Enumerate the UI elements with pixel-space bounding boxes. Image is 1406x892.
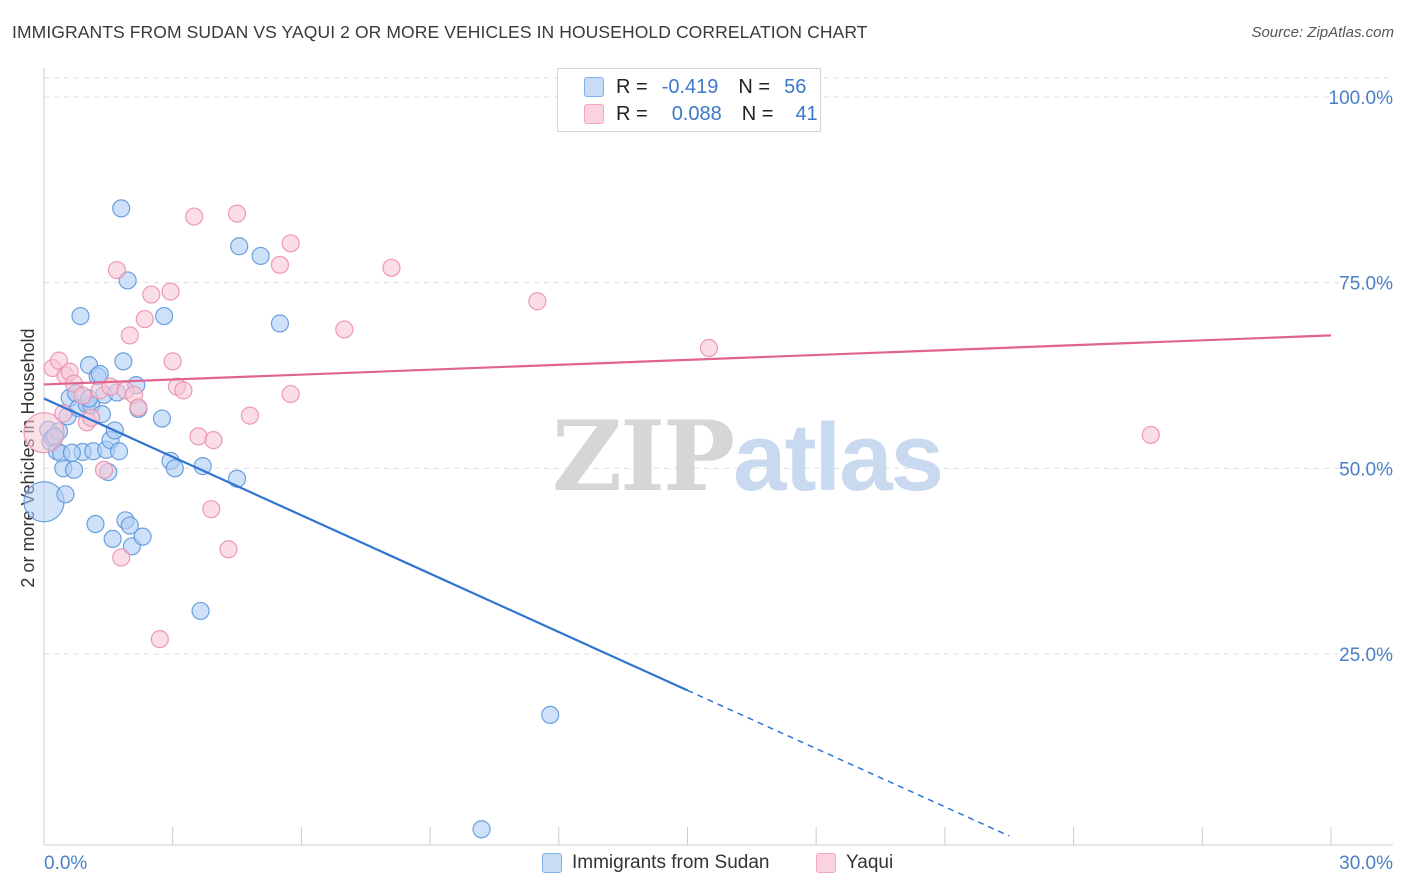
series-legend-sudan[interactable]: Immigrants from Sudan xyxy=(542,852,769,874)
sudan-point xyxy=(165,459,184,478)
legend-row-yaqui: R = 0.088 N = 41 xyxy=(584,102,818,126)
yaqui-point xyxy=(528,292,547,311)
sudan-point xyxy=(155,306,174,326)
sudan-point xyxy=(472,820,491,839)
sudan-trendline-extension xyxy=(687,689,1010,837)
yaqui-point xyxy=(73,386,92,405)
series-label-yaqui: Yaqui xyxy=(846,852,894,873)
yaqui-point xyxy=(129,398,148,417)
sudan-point xyxy=(227,469,247,488)
sudan-point xyxy=(270,314,290,333)
yaqui-point xyxy=(120,326,139,345)
yaqui-point xyxy=(189,427,208,446)
series-swatch-yaqui xyxy=(816,853,836,873)
series-label-sudan: Immigrants from Sudan xyxy=(572,852,770,873)
yaqui-point xyxy=(699,338,719,358)
legend-swatch-yaqui xyxy=(584,104,604,124)
legend-row-sudan: R = -0.419 N = 56 xyxy=(584,75,806,99)
watermark: ZIPatlas xyxy=(552,400,944,513)
watermark-zip: ZIP xyxy=(552,400,735,513)
sudan-point xyxy=(230,237,249,256)
yaqui-trendline xyxy=(43,334,1332,386)
yaqui-point xyxy=(107,260,127,280)
yaqui-point xyxy=(150,630,169,649)
legend-n-label: N = xyxy=(738,75,771,98)
yaqui-point xyxy=(382,258,401,277)
sudan-point xyxy=(114,352,133,371)
yaqui-point xyxy=(163,352,182,371)
sudan-trendline xyxy=(43,397,688,692)
legend-r-value: 0.088 xyxy=(671,102,722,125)
legend-n-value: 56 xyxy=(784,75,807,98)
yaqui-point xyxy=(335,320,354,339)
source-credit: Source: ZipAtlas.com xyxy=(1251,24,1394,41)
sudan-point xyxy=(71,306,90,326)
sudan-point xyxy=(62,443,81,462)
yaqui-point xyxy=(174,381,193,400)
legend-swatch-sudan xyxy=(584,77,604,97)
y-tick-label: 25.0% xyxy=(1339,645,1393,666)
chart-title: IMMIGRANTS FROM SUDAN VS YAQUI 2 OR MORE… xyxy=(12,22,868,42)
yaqui-point xyxy=(270,255,290,274)
legend-n-label: N = xyxy=(741,102,774,125)
yaqui-point xyxy=(185,207,204,226)
yaqui-point xyxy=(202,500,221,519)
y-axis-title: 2 or more Vehicles in Household xyxy=(18,328,38,587)
sudan-point xyxy=(103,529,122,548)
sudan-point xyxy=(152,409,172,428)
y-tick-label: 75.0% xyxy=(1339,274,1393,295)
series-legend-yaqui[interactable]: Yaqui xyxy=(816,852,893,874)
legend-r-value: -0.419 xyxy=(661,75,719,98)
yaqui-point xyxy=(94,460,114,479)
sudan-point xyxy=(251,246,270,266)
yaqui-point xyxy=(281,234,300,253)
yaqui-point xyxy=(240,406,260,425)
yaqui-point xyxy=(1141,425,1160,445)
sudan-point xyxy=(133,527,152,546)
sudan-point xyxy=(191,601,210,621)
yaqui-point xyxy=(135,309,154,329)
sudan-point xyxy=(112,199,131,218)
series-legend: Immigrants from Sudan Yaqui xyxy=(0,852,1406,878)
yaqui-point xyxy=(219,540,238,559)
sudan-point xyxy=(86,514,105,534)
y-tick-label: 50.0% xyxy=(1339,459,1393,480)
x-tick-label-min: 0.0% xyxy=(44,853,87,874)
y-tick-label: 100.0% xyxy=(1329,88,1394,109)
sudan-point xyxy=(23,481,65,523)
sudan-point xyxy=(64,460,84,479)
watermark-atlas: atlas xyxy=(733,404,944,511)
yaqui-point xyxy=(281,384,300,404)
x-tick-label-max: 30.0% xyxy=(1339,853,1393,874)
yaqui-point xyxy=(204,431,223,450)
sudan-point xyxy=(541,705,560,724)
legend-r-label: R = xyxy=(616,102,648,125)
sudan-point xyxy=(56,485,75,504)
yaqui-point xyxy=(23,412,65,454)
yaqui-point xyxy=(112,548,131,567)
yaqui-point xyxy=(161,282,180,301)
sudan-point xyxy=(120,516,139,535)
correlation-legend: R = -0.419 N = 56 R = 0.088 N = 41 xyxy=(557,68,821,132)
legend-n-value: 41 xyxy=(795,102,818,125)
yaqui-point xyxy=(142,285,161,304)
legend-r-label: R = xyxy=(616,75,648,98)
sudan-point xyxy=(109,442,129,461)
yaqui-point xyxy=(227,204,247,223)
series-swatch-sudan xyxy=(542,853,562,873)
